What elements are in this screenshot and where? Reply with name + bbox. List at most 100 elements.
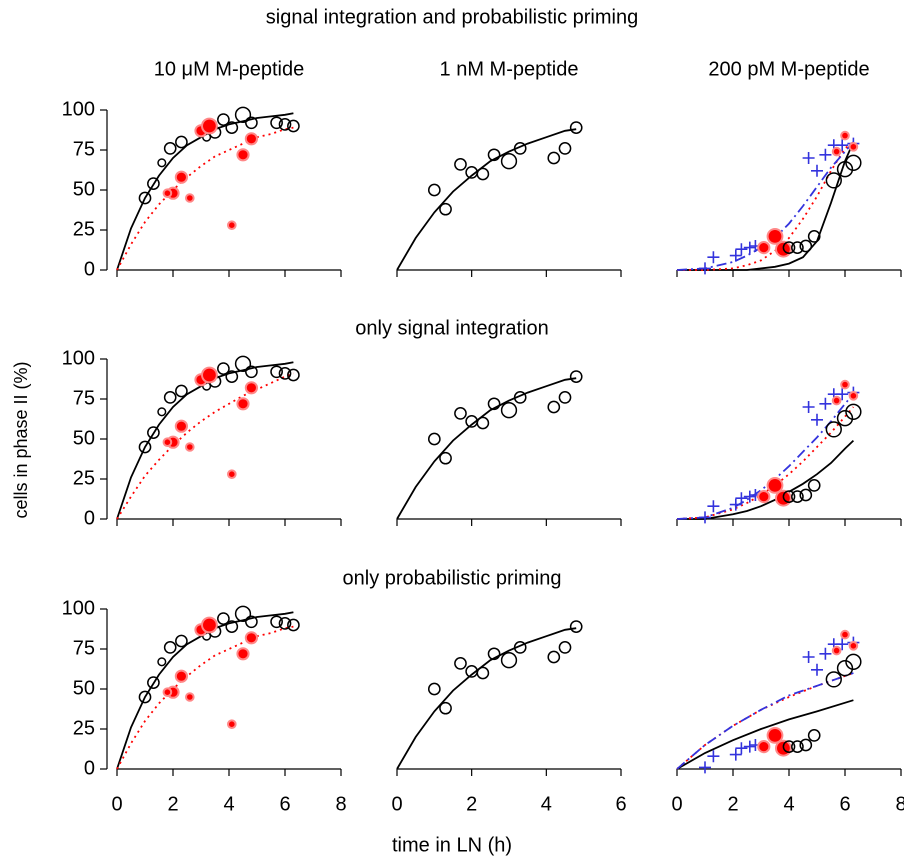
curve — [116, 126, 294, 271]
circle-point — [836, 161, 854, 178]
circle-point — [840, 379, 850, 390]
circle-point — [225, 620, 239, 633]
y-tick-label: 25 — [73, 467, 95, 489]
x-tick-label: 4 — [223, 793, 234, 815]
curve — [676, 672, 854, 770]
x-tick-label: 2 — [466, 793, 477, 815]
circle-point — [227, 719, 237, 730]
circle-point — [138, 440, 152, 454]
circle-point — [236, 397, 250, 411]
circle-point — [227, 220, 237, 230]
cross-point — [819, 647, 832, 660]
y-axis-label: cells in phase II (%) — [11, 361, 31, 518]
cross-point — [802, 401, 815, 413]
circle-point — [500, 402, 518, 419]
curve — [676, 699, 854, 770]
circle-point — [174, 170, 188, 184]
cross-point — [729, 498, 742, 511]
circle-point — [245, 365, 258, 379]
y-tick-label: 25 — [73, 218, 95, 240]
curve — [677, 141, 854, 271]
circle-point — [547, 151, 561, 165]
circle-point — [427, 432, 441, 446]
circle-point — [201, 366, 218, 384]
circle-point — [245, 615, 258, 629]
circle-point — [848, 142, 859, 152]
circle-point — [439, 451, 452, 465]
circle-point — [278, 367, 292, 380]
x-tick-label: 6 — [279, 793, 290, 815]
curve — [116, 112, 294, 271]
circle-point — [174, 669, 188, 683]
circle-point — [225, 370, 239, 383]
y-tick-label: 50 — [73, 427, 95, 449]
circle-point — [513, 142, 527, 155]
row-title: only signal integration — [355, 317, 548, 339]
circle-point — [185, 193, 195, 203]
cross-point — [802, 152, 815, 164]
circle-point — [454, 657, 467, 670]
circle-point — [236, 647, 250, 661]
cross-point — [735, 492, 748, 505]
y-tick-label: 100 — [62, 98, 95, 120]
x-tick-label: 8 — [895, 793, 904, 815]
cross-point — [836, 388, 849, 401]
circle-point — [782, 490, 796, 503]
circle-point — [270, 365, 283, 379]
cross-point — [743, 740, 756, 753]
circle-point — [799, 488, 813, 502]
cross-point — [699, 511, 711, 524]
circle-point — [244, 132, 258, 146]
cross-point — [819, 148, 832, 161]
circle-point — [547, 400, 561, 414]
x-tick-label: 6 — [615, 793, 626, 815]
y-tick-label: 75 — [73, 138, 95, 160]
cross-point — [729, 748, 742, 761]
circle-point — [287, 618, 300, 632]
circle-point — [848, 391, 859, 401]
curve — [396, 128, 577, 271]
circle-point — [245, 116, 258, 130]
cross-point — [729, 249, 742, 262]
cross-point — [743, 241, 756, 254]
circle-point — [439, 202, 452, 216]
circle-point — [278, 617, 292, 630]
circle-point — [487, 647, 501, 661]
circle-point — [845, 154, 862, 171]
cross-point — [699, 262, 711, 275]
circle-point — [287, 368, 300, 382]
circle-point — [163, 641, 177, 654]
circle-point — [807, 729, 821, 742]
circle-point — [157, 158, 167, 168]
curve — [677, 439, 855, 520]
circle-point — [175, 634, 188, 648]
cross-point — [699, 761, 711, 774]
cross-point — [811, 164, 823, 177]
circle-point — [799, 239, 813, 253]
x-tick-label: 0 — [111, 793, 122, 815]
circle-point — [185, 692, 195, 702]
circle-point — [825, 421, 842, 438]
curve — [677, 141, 855, 271]
circle-point — [757, 740, 771, 754]
circle-point — [547, 650, 561, 664]
circle-point — [270, 116, 283, 130]
circle-point — [500, 652, 518, 669]
cross-point — [707, 750, 720, 763]
circle-point — [234, 106, 252, 123]
circle-point — [234, 355, 252, 372]
y-tick-label: 75 — [73, 387, 95, 409]
circle-point — [757, 490, 771, 504]
curve — [116, 625, 294, 770]
circle-point — [278, 118, 292, 131]
circle-point — [766, 228, 784, 245]
circle-point — [185, 442, 195, 452]
circle-point — [439, 701, 452, 715]
y-tick-label: 0 — [84, 757, 95, 779]
column-title: 200 pM M-peptide — [708, 58, 869, 80]
circle-point — [244, 631, 258, 645]
circle-point — [147, 426, 160, 439]
y-tick-label: 100 — [62, 597, 95, 619]
circle-point — [476, 167, 490, 181]
circle-point — [825, 671, 842, 688]
